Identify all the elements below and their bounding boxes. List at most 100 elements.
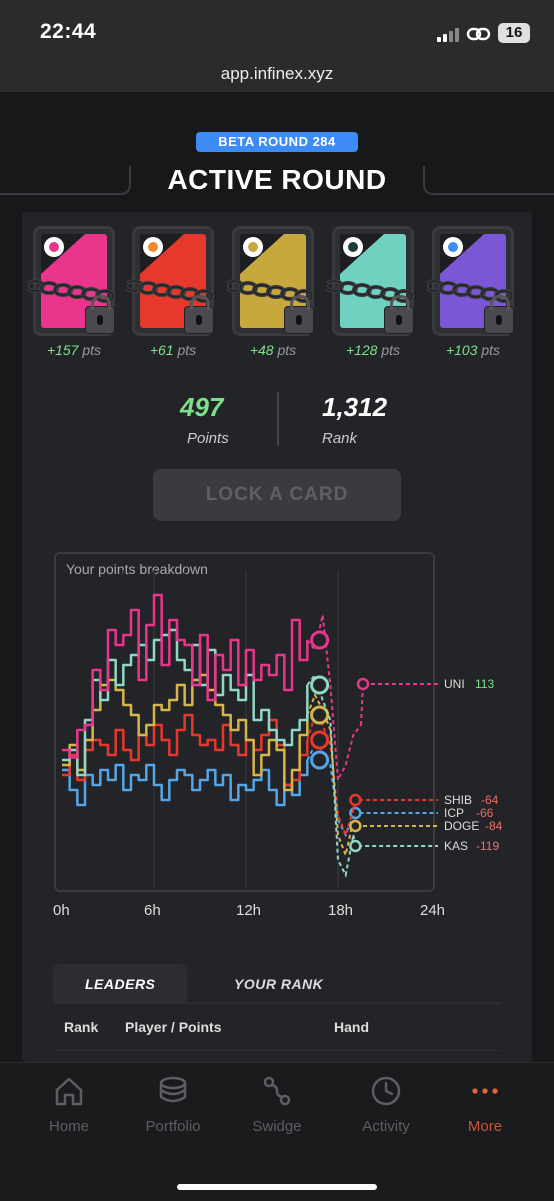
card-art — [440, 234, 506, 328]
legend-label: UNI — [444, 677, 465, 691]
card-points: +61 pts — [123, 342, 223, 358]
leaderboard-tabs — [53, 964, 501, 1002]
table-header-divider — [53, 1050, 501, 1051]
tab-leaders[interactable]: LEADERS — [85, 976, 156, 992]
legend-value: 113 — [475, 677, 495, 691]
link-icon — [466, 27, 491, 41]
battery-icon: 16 — [498, 23, 530, 43]
column-header-rank: Rank — [64, 1019, 99, 1035]
lock-card-button[interactable]: LOCK A CARD — [153, 469, 401, 521]
card-points-unit: pts — [277, 342, 297, 358]
tab-leaders-bg — [53, 964, 187, 1002]
status-time: 22:44 — [40, 20, 97, 43]
legend-value: -84 — [485, 819, 503, 833]
series-line-doge — [62, 673, 309, 792]
rank-label: Rank — [322, 430, 358, 447]
coin-card[interactable] — [132, 226, 214, 336]
x-axis-tick: 24h — [420, 902, 446, 919]
card-points-unit: pts — [82, 342, 102, 358]
address-bar[interactable]: app.infinex.xyz — [0, 58, 554, 93]
chain-icon — [27, 279, 115, 303]
coin-logo-icon — [343, 237, 363, 257]
signal-icon — [437, 26, 463, 42]
nav-portfolio[interactable]: Portfolio — [128, 1074, 218, 1144]
x-axis-tick: 18h — [328, 902, 354, 919]
lock-marker-icon — [310, 730, 330, 750]
portfolio-icon — [159, 1076, 187, 1103]
coin-logo-icon — [44, 237, 64, 257]
tab-your-rank[interactable]: YOUR RANK — [234, 976, 324, 992]
nav-home-label: Home — [48, 1118, 89, 1135]
nav-activity-label: Activity — [362, 1118, 410, 1135]
series-leader-doge — [352, 819, 438, 827]
padlock-icon — [484, 295, 514, 334]
legend-label: SHIB — [444, 793, 473, 807]
nav-more[interactable]: More — [440, 1074, 530, 1144]
series-end-marker — [349, 839, 362, 853]
points-value: 497 — [180, 392, 224, 422]
lock-marker-icon — [310, 675, 330, 695]
series-end-marker — [349, 793, 362, 807]
padlock-icon — [284, 295, 314, 334]
card-art — [41, 234, 107, 328]
bottom-nav — [0, 1062, 554, 1201]
card-points-unit: pts — [381, 342, 401, 358]
padlock-icon — [184, 295, 214, 334]
x-axis-tick: 6h — [144, 902, 161, 919]
card-points-value: +128 — [345, 342, 378, 358]
series-line-icp — [62, 760, 309, 807]
chart-plot — [62, 570, 438, 888]
padlock-icon — [384, 295, 414, 334]
column-header-hand: Hand — [334, 1019, 369, 1035]
tab-divider — [53, 1002, 501, 1004]
more-icon — [472, 1088, 498, 1094]
card-points-unit: pts — [177, 342, 197, 358]
lock-marker-icon — [310, 705, 330, 725]
round-badge: BETA ROUND 284 — [196, 132, 358, 152]
status-bar: 22:44 16 — [0, 0, 554, 58]
url-text: app.infinex.xyz — [220, 64, 334, 83]
nav-swidge[interactable]: Swidge — [232, 1074, 322, 1144]
coin-card[interactable] — [33, 226, 115, 336]
series-leader-shib — [352, 799, 438, 811]
page-title: ACTIVE ROUND — [167, 164, 387, 195]
nav-activity[interactable]: Activity — [341, 1074, 431, 1144]
series-leader-uni — [360, 683, 438, 726]
column-header-player: Player / Points — [125, 1019, 222, 1035]
card-points: +103 pts — [423, 342, 523, 358]
series-projection-kas — [306, 672, 355, 879]
coin-logo-icon — [143, 237, 163, 257]
legend-label: ICP — [444, 806, 465, 820]
nav-home[interactable]: Home — [24, 1074, 114, 1144]
lock-marker-icon — [310, 630, 330, 650]
legend-value: -64 — [481, 793, 499, 807]
padlock-icon — [85, 295, 115, 334]
nav-portfolio-label: Portfolio — [145, 1118, 201, 1135]
card-points: +157 pts — [24, 342, 124, 358]
legend-label: KAS — [444, 839, 469, 853]
activity-icon — [371, 1076, 401, 1106]
nav-more-label: More — [467, 1118, 503, 1135]
card-points: +128 pts — [323, 342, 423, 358]
chart-title: Your points breakdown — [66, 561, 208, 577]
card-points-unit: pts — [481, 342, 501, 358]
home-indicator — [177, 1184, 377, 1190]
card-points-value: +48 — [249, 342, 274, 358]
series-leader-kas — [352, 834, 438, 847]
points-chart — [54, 552, 435, 892]
coin-logo-icon — [243, 237, 263, 257]
coin-logo-icon — [443, 237, 463, 257]
points-label: Points — [187, 430, 229, 447]
series-end-marker — [349, 819, 362, 833]
legend-label: DOGE — [444, 819, 480, 833]
rank-value: 1,312 — [322, 392, 388, 422]
frame-divider — [0, 166, 554, 195]
card-points: +48 pts — [223, 342, 323, 358]
swidge-icon — [263, 1076, 291, 1106]
card-points-value: +157 — [46, 342, 79, 358]
home-icon — [55, 1077, 83, 1106]
series-end-marker — [356, 677, 370, 691]
stats-divider — [277, 392, 279, 446]
x-axis-tick: 12h — [236, 902, 262, 919]
card-points-value: +103 — [445, 342, 478, 358]
